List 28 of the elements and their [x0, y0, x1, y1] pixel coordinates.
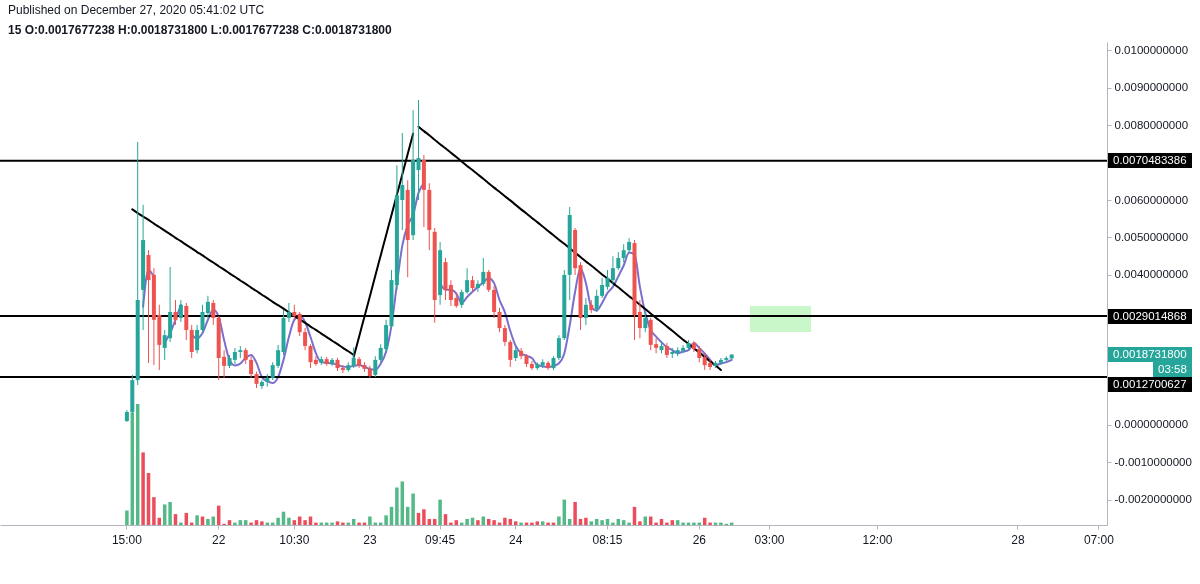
x-tick-label: 23	[363, 532, 377, 547]
y-tick-label: 0.0080000000	[1114, 118, 1189, 131]
y-tick-label: 0.0060000000	[1114, 193, 1189, 206]
ref-line-label: 0.0029014868	[1108, 308, 1192, 324]
chart-subtitle: Published on December 27, 2020 05:41:02 UTC	[8, 2, 265, 18]
x-tick-label: 10:30	[279, 532, 310, 547]
y-tick-label: -0.0010000000	[1114, 455, 1192, 468]
x-tick-label: 15:00	[111, 532, 143, 547]
y-tick-label: 0.0000000000	[1114, 418, 1189, 431]
x-tick-label: 22	[212, 532, 226, 547]
y-tick-label: 0.0050000000	[1114, 230, 1189, 243]
y-tick-label: 0.0100000000	[1114, 43, 1189, 56]
x-tick-label: 08:15	[592, 532, 623, 547]
chart-title: 15 O:0.0017677238 H:0.0018731800 L:0.0017677238 C:0.0018731800	[8, 22, 392, 38]
x-tick-label: 09:45	[425, 532, 456, 547]
y-tick-label: 0.0040000000	[1114, 268, 1189, 281]
x-tick-label: 28	[1011, 532, 1025, 547]
x-tick-label: 26	[692, 532, 707, 547]
text: 0.0018731800	[1108, 347, 1192, 363]
x-tick-label: 03:00	[754, 532, 785, 547]
x-tick-label: 24	[509, 532, 523, 547]
x-tick-label: 12:00	[862, 532, 893, 547]
ref-line-label: 0.0012700627	[1108, 377, 1192, 393]
text: 03:58	[1153, 362, 1192, 378]
y-tick-label: -0.0020000000	[1114, 493, 1192, 506]
x-tick-label: 07:00	[1083, 532, 1115, 547]
ref-line-label: 0.0070483386	[1108, 153, 1192, 169]
y-tick-label: 0.0090000000	[1114, 81, 1189, 94]
